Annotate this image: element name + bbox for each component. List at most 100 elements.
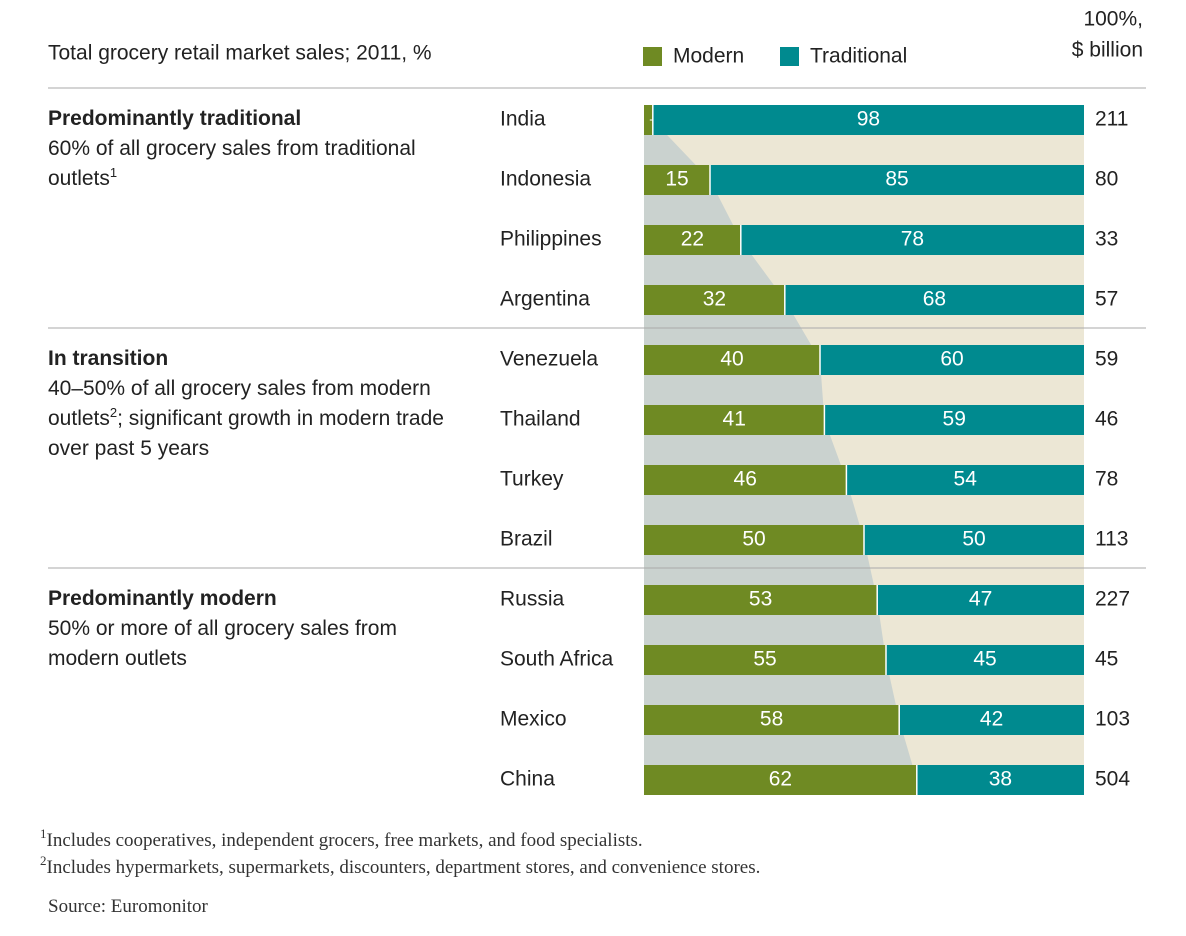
bar-segment bbox=[740, 225, 1084, 255]
footnote-text: Includes cooperatives, independent groce… bbox=[46, 830, 643, 851]
value-label: 41 bbox=[723, 408, 746, 431]
bar-segment bbox=[899, 705, 1084, 735]
value-label: 68 bbox=[923, 288, 946, 311]
category-label: Mexico bbox=[500, 708, 567, 731]
total-value: 504 bbox=[1095, 768, 1130, 791]
total-value: 57 bbox=[1095, 288, 1118, 311]
value-label: 45 bbox=[973, 648, 996, 671]
total-value: 80 bbox=[1095, 168, 1118, 191]
source: Source: Euromonitor bbox=[48, 896, 208, 917]
value-label: 85 bbox=[885, 168, 908, 191]
bar-segment bbox=[864, 525, 1084, 555]
group-description: 40–50% of all grocery sales from modern … bbox=[48, 374, 468, 464]
total-value: 211 bbox=[1095, 108, 1128, 131]
group-description: 60% of all grocery sales from traditiona… bbox=[48, 134, 468, 194]
total-value: 78 bbox=[1095, 468, 1118, 491]
value-label: 98 bbox=[857, 108, 880, 131]
value-label: 38 bbox=[989, 768, 1012, 791]
value-label: 50 bbox=[962, 528, 985, 551]
bar-segment bbox=[710, 165, 1084, 195]
value-label: 40 bbox=[720, 348, 743, 371]
total-value: 113 bbox=[1095, 528, 1128, 551]
category-label: Philippines bbox=[500, 228, 602, 251]
description-text: 60% of all grocery sales from traditiona… bbox=[48, 137, 416, 190]
group-title: Predominantly traditional bbox=[48, 107, 302, 130]
bar-segment bbox=[644, 345, 820, 375]
bar-segment bbox=[886, 645, 1084, 675]
total-header: $ billion bbox=[1072, 39, 1143, 62]
total-value: 59 bbox=[1095, 348, 1118, 371]
chart-subtitle: Total grocery retail market sales; 2011,… bbox=[48, 42, 432, 65]
group-text: In transition 40–50% of all grocery sales… bbox=[48, 344, 468, 464]
footnote-ref: 2 bbox=[109, 405, 118, 420]
value-label: 47 bbox=[969, 588, 992, 611]
bar-segment bbox=[644, 765, 917, 795]
group-title: Predominantly modern bbox=[48, 587, 277, 610]
value-label: 55 bbox=[753, 648, 776, 671]
value-label: 32 bbox=[703, 288, 726, 311]
bar-segment bbox=[644, 645, 886, 675]
description-text: 40–50% of all grocery sales from modern … bbox=[48, 377, 431, 430]
value-label: 15 bbox=[665, 168, 688, 191]
bar-segment bbox=[644, 465, 847, 495]
value-label: 53 bbox=[749, 588, 772, 611]
value-label: 42 bbox=[980, 708, 1003, 731]
category-label: Brazil bbox=[500, 528, 553, 551]
legend-label: Modern bbox=[673, 45, 744, 68]
legend-swatch bbox=[643, 47, 662, 66]
total-header: 100%, bbox=[1083, 8, 1143, 31]
legend-label: Traditional bbox=[810, 45, 907, 68]
bar-segment bbox=[644, 105, 653, 135]
total-value: 45 bbox=[1095, 648, 1118, 671]
bar-segment bbox=[784, 285, 1084, 315]
bar-segment bbox=[644, 705, 900, 735]
footnote-ref: 1 bbox=[109, 165, 118, 180]
category-label: Argentina bbox=[500, 288, 590, 311]
category-label: Indonesia bbox=[500, 168, 591, 191]
category-label: South Africa bbox=[500, 648, 614, 671]
total-value: 227 bbox=[1095, 588, 1130, 611]
category-label: India bbox=[500, 108, 546, 131]
value-label: 60 bbox=[940, 348, 963, 371]
category-label: China bbox=[500, 768, 555, 791]
bar-segment bbox=[652, 105, 1084, 135]
total-value: 46 bbox=[1095, 408, 1118, 431]
bar-segment bbox=[644, 225, 741, 255]
footnote-mark: 2 bbox=[40, 853, 47, 868]
value-label: 62 bbox=[769, 768, 792, 791]
value-label: 78 bbox=[901, 228, 924, 251]
bar-segment bbox=[644, 285, 785, 315]
footnote-text: Includes hypermarkets, supermarkets, dis… bbox=[46, 857, 761, 878]
value-label: 54 bbox=[954, 468, 978, 491]
footnote: 1Includes cooperatives, independent groc… bbox=[40, 827, 643, 852]
legend-swatch bbox=[780, 47, 799, 66]
bar-segment bbox=[877, 585, 1084, 615]
bar-segment bbox=[820, 345, 1084, 375]
bar-segment bbox=[644, 165, 710, 195]
bar-segment bbox=[644, 525, 864, 555]
bar-segment bbox=[846, 465, 1084, 495]
bar-segment bbox=[644, 585, 878, 615]
modern-area bbox=[644, 105, 917, 795]
value-label: 59 bbox=[943, 408, 966, 431]
group-text: Predominantly modern 50% or more of all g… bbox=[48, 584, 468, 674]
bar-segment bbox=[916, 765, 1084, 795]
group-description: 50% or more of all grocery sales from mo… bbox=[48, 614, 468, 674]
value-label: 58 bbox=[760, 708, 783, 731]
group-text: Predominantly traditional 60% of all groc… bbox=[48, 104, 468, 194]
value-label: 46 bbox=[734, 468, 757, 491]
value-label: 50 bbox=[742, 528, 765, 551]
bar-segment bbox=[824, 405, 1084, 435]
value-label: 22 bbox=[681, 228, 704, 251]
bar-segment bbox=[644, 405, 825, 435]
category-label: Turkey bbox=[500, 468, 564, 491]
description-text: 50% or more of all grocery sales from mo… bbox=[48, 617, 397, 670]
description-text: ; significant growth in modern trade ove… bbox=[48, 407, 444, 460]
category-label: Russia bbox=[500, 588, 565, 611]
group-title: In transition bbox=[48, 347, 169, 370]
footnote-mark: 1 bbox=[40, 826, 47, 841]
footnote: 2Includes hypermarkets, supermarkets, di… bbox=[40, 854, 761, 879]
category-label: Thailand bbox=[500, 408, 581, 431]
